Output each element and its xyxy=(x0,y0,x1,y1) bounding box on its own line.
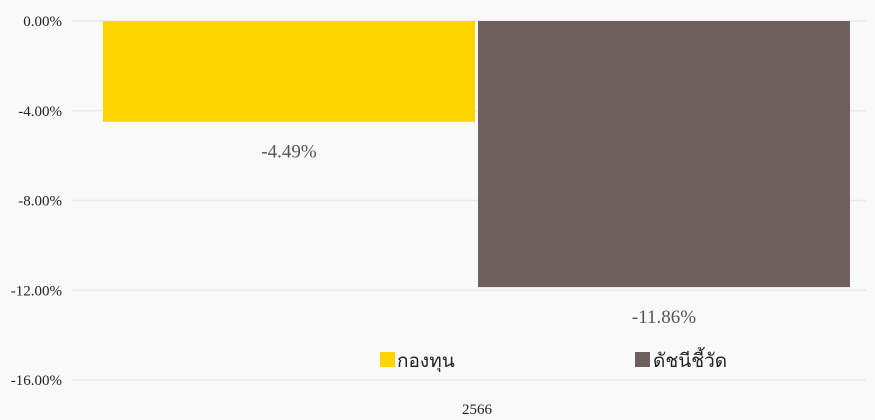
y-tick-label: -12.00% xyxy=(11,283,62,299)
legend-label: กองทุน xyxy=(397,350,455,373)
bar-benchmark xyxy=(478,21,850,288)
bar-fund xyxy=(103,21,475,122)
y-tick-label: -8.00% xyxy=(18,194,62,210)
legend-swatch xyxy=(635,352,650,367)
x-category-label: 2566 xyxy=(462,402,493,418)
legend-label: ดัชนีชี้วัด xyxy=(653,347,727,372)
y-tick-label: 0.00% xyxy=(23,14,62,30)
y-tick-label: -16.00% xyxy=(11,373,62,389)
data-label: -4.49% xyxy=(261,142,317,163)
legend-swatch xyxy=(380,352,395,367)
y-tick-label: -4.00% xyxy=(18,104,62,120)
data-label: -11.86% xyxy=(632,307,696,328)
